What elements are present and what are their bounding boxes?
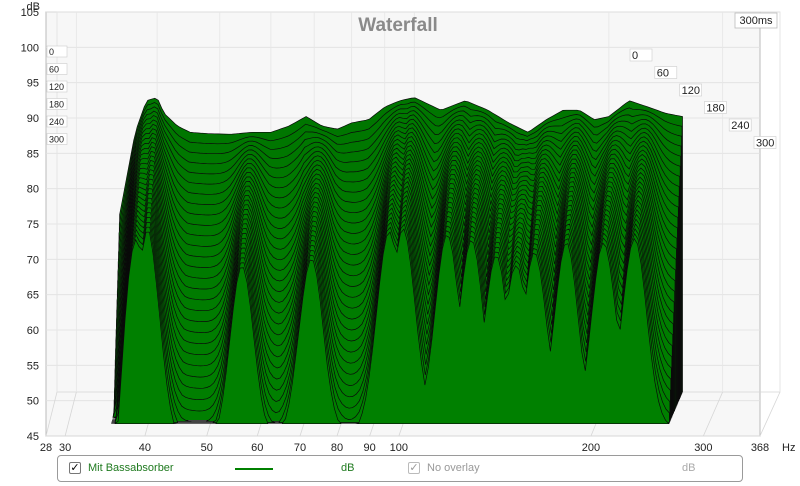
y-tick-label: 50	[27, 396, 39, 408]
series-checkbox[interactable]: ✓	[69, 462, 81, 474]
time-tick-label-left: 240	[49, 117, 64, 127]
time-tick-box	[46, 45, 68, 58]
time-tick-label-left: 0	[49, 47, 54, 57]
chart-axes: 45 50 55 60 65 70 75 80 85 90 95 100 105 28 30 40 50 60 70…	[21, 1, 796, 454]
y-tick-label: 60	[27, 325, 39, 337]
time-tick-box	[629, 48, 653, 62]
x-tick-label: 70	[294, 442, 306, 454]
floor-line	[45, 391, 58, 437]
x-tick-label: 100	[390, 442, 408, 454]
time-tick-label-right: 240	[731, 120, 749, 132]
legend-bar: ✓ Mit Bassabsorber dB ✓ No overlay dB	[57, 455, 743, 482]
series-unit: dB	[341, 462, 355, 474]
y-tick-label: 55	[27, 360, 39, 372]
time-tick-label-left: 180	[49, 100, 64, 110]
x-tick-label: 200	[582, 442, 600, 454]
time-tick-label-right: 180	[706, 103, 724, 115]
x-tick-label: 28	[40, 442, 52, 454]
time-tick-box	[46, 115, 68, 128]
time-tick-label-left: 300	[49, 135, 64, 145]
y-tick-label: 95	[27, 78, 39, 90]
time-tick-label-right: 60	[657, 68, 669, 80]
time-label-box: 300ms	[734, 12, 778, 29]
time-tick-box	[679, 83, 702, 97]
series-name: Mit Bassabsorber	[88, 462, 174, 474]
time-tick-box	[46, 63, 68, 75]
time-tick-box	[46, 80, 68, 93]
x-tick-label: 40	[139, 442, 151, 454]
series-line-swatch	[235, 468, 273, 470]
y-tick-label: 70	[27, 254, 39, 266]
time-tick-box	[46, 133, 68, 145]
overlay-unit: dB	[682, 462, 696, 474]
x-unit-label: Hz	[782, 442, 795, 454]
time-label: 300ms	[739, 15, 773, 27]
x-tick-label: 300	[694, 442, 712, 454]
y-tick-label: 45	[27, 431, 39, 443]
time-tick-label-left: 120	[49, 82, 64, 92]
x-tick-label: 30	[59, 442, 71, 454]
time-tick-label-right: 120	[682, 85, 700, 97]
x-tick-label: 80	[331, 442, 343, 454]
y-unit-label: dB	[27, 1, 40, 13]
floor-line	[703, 391, 724, 437]
y-tick-label: 105	[21, 7, 39, 19]
floor-line	[64, 391, 77, 437]
floor-line	[759, 391, 781, 437]
y-tick-label: 100	[21, 42, 39, 54]
time-tick-box	[704, 101, 727, 114]
y-tick-label: 85	[27, 148, 39, 160]
checkmark-icon: ✓	[70, 462, 80, 474]
time-tick-label-left: 60	[49, 65, 59, 75]
time-tick-label-right: 300	[756, 138, 774, 150]
y-tick-label: 90	[27, 113, 39, 125]
time-tick-box	[728, 118, 752, 132]
x-tick-label: 90	[364, 442, 376, 454]
overlay-checkbox[interactable]: ✓	[408, 462, 420, 474]
overlay-label: No overlay	[427, 462, 480, 474]
y-tick-label: 75	[27, 219, 39, 231]
y-tick-label: 65	[27, 290, 39, 302]
chart-title: Waterfall	[358, 15, 438, 36]
waterfall-slice	[111, 228, 670, 425]
y-tick-label: 80	[27, 184, 39, 196]
time-tick-box	[654, 66, 678, 79]
time-tick-box	[753, 136, 777, 149]
x-tick-label: 368	[751, 442, 769, 454]
waterfall-slices	[111, 97, 683, 425]
time-tick-box	[46, 98, 68, 110]
x-tick-label: 50	[201, 442, 213, 454]
x-tick-label: 60	[251, 442, 263, 454]
time-tick-label-right: 0	[632, 50, 638, 62]
checkmark-icon: ✓	[409, 462, 419, 474]
